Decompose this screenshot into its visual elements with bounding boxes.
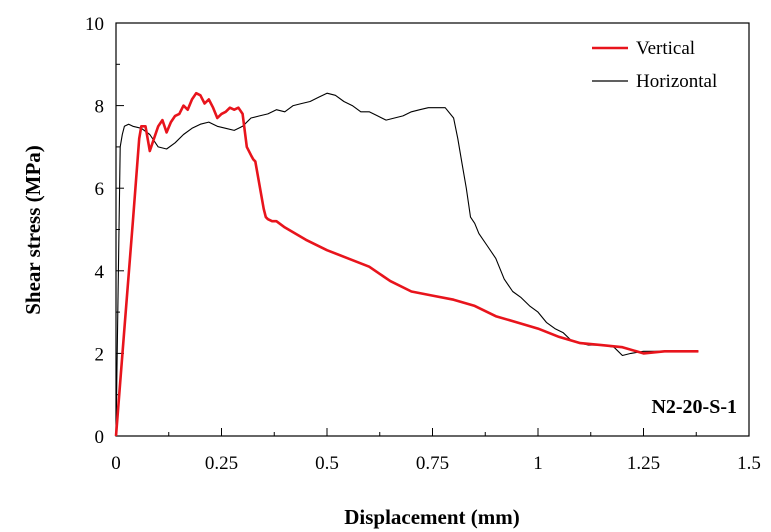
x-tick-label: 1 xyxy=(533,453,543,474)
y-tick-label: 6 xyxy=(95,179,105,200)
series-layer xyxy=(114,91,699,437)
x-axis-title: Displacement (mm) xyxy=(344,505,520,529)
specimen-label: N2-20-S-1 xyxy=(651,396,737,418)
legend-label-vertical: Vertical xyxy=(636,38,695,59)
axis-ticks: 0 0.25 0.5 0.75 1 1.25 1.5 0 2 4 6 8 10 xyxy=(85,14,761,474)
y-tick-label: 8 xyxy=(95,97,105,118)
legend: Vertical Horizontal xyxy=(592,38,717,92)
legend-label-horizontal: Horizontal xyxy=(636,71,717,92)
x-tick-label: 0 xyxy=(111,453,121,474)
x-tick-label: 0.25 xyxy=(205,453,238,474)
y-tick-label: 0 xyxy=(95,427,105,448)
x-tick-label: 0.5 xyxy=(315,453,339,474)
series-line-horizontal xyxy=(115,92,699,437)
y-axis-title: Shear stress (MPa) xyxy=(21,145,45,315)
y-tick-label: 2 xyxy=(95,344,105,365)
y-tick-label: 10 xyxy=(85,14,104,35)
plot-area xyxy=(115,22,750,437)
x-tick-label: 1.5 xyxy=(737,453,761,474)
series-line-vertical xyxy=(114,91,699,437)
x-tick-label: 1.25 xyxy=(627,453,660,474)
x-tick-label: 0.75 xyxy=(416,453,449,474)
y-tick-label: 4 xyxy=(95,262,105,283)
